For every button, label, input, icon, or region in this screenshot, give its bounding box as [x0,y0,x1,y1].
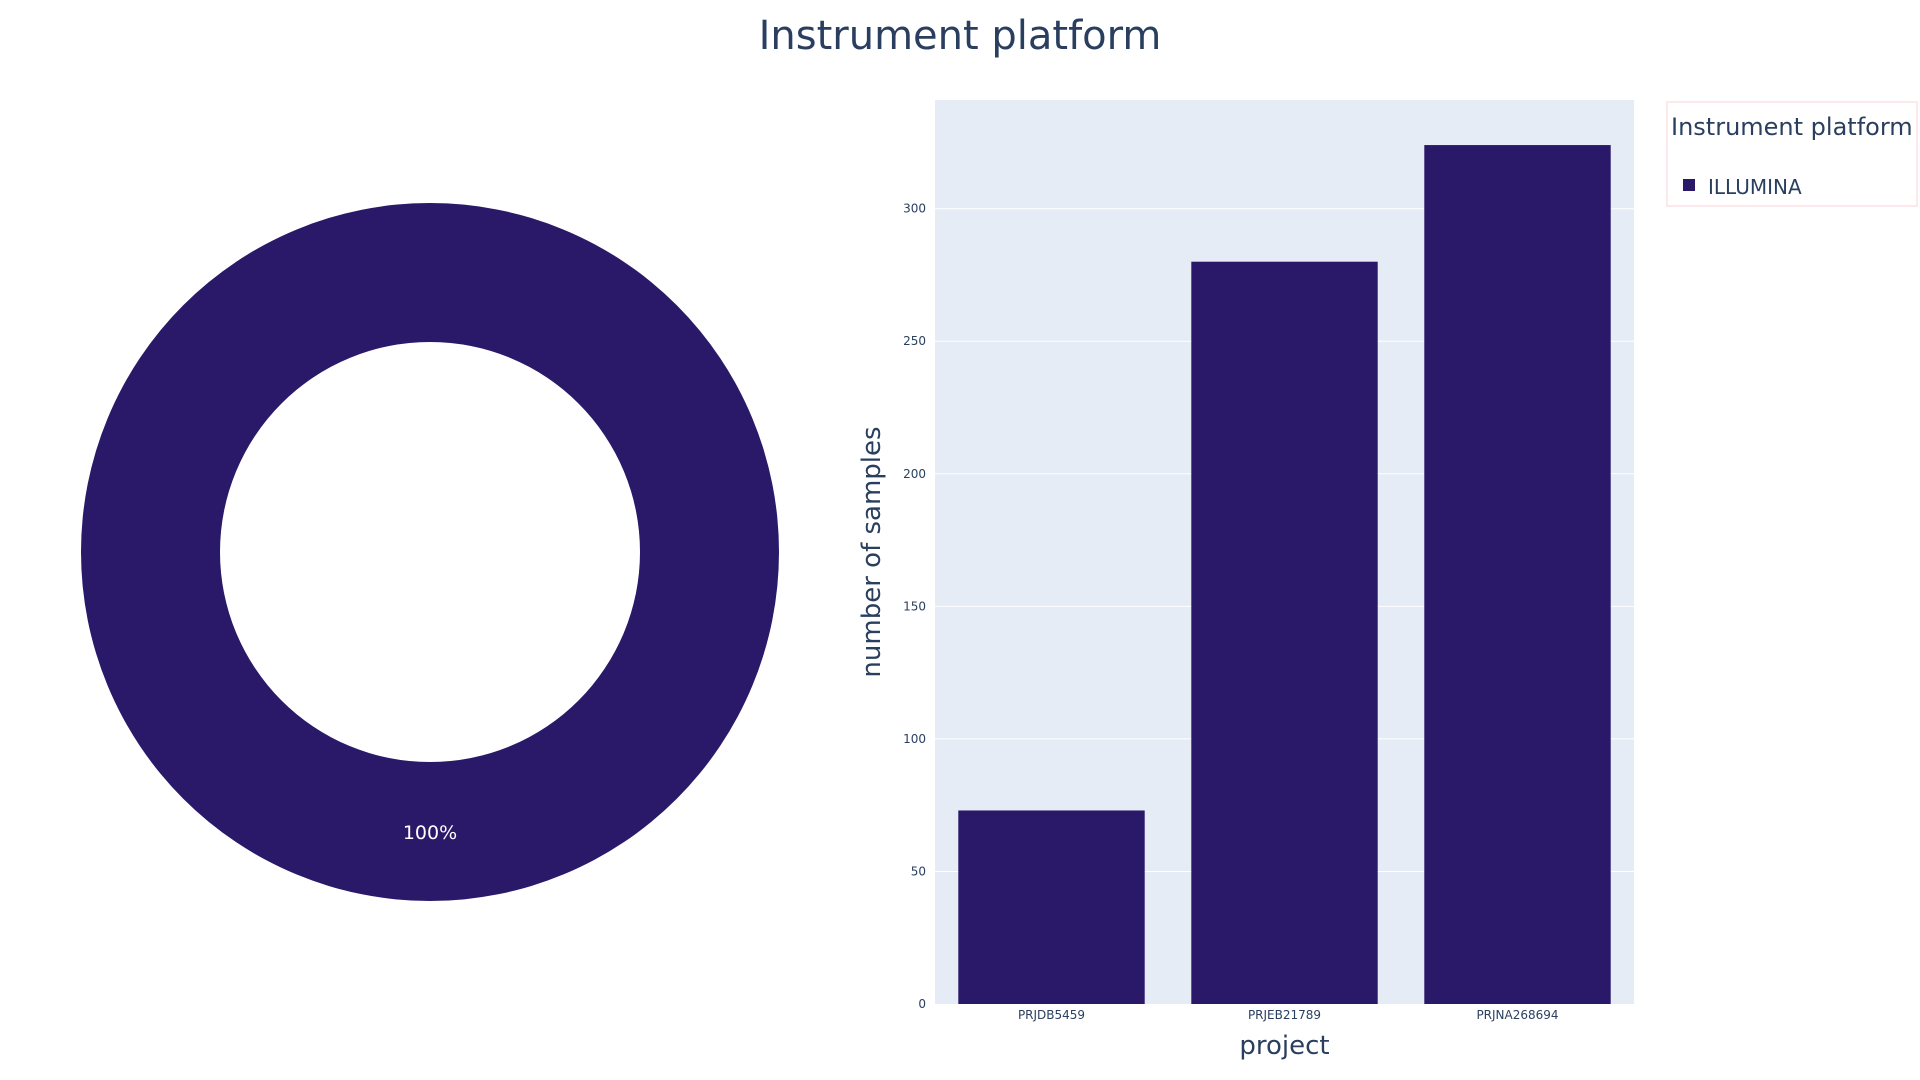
legend-swatch-illumina[interactable] [1683,179,1695,191]
y-tick-label: 50 [911,864,926,878]
y-tick-label: 300 [903,202,926,216]
bar-prjna268694[interactable] [1424,145,1611,1004]
x-axis-title: project [1239,1031,1329,1061]
bar-prjeb21789[interactable] [1191,261,1378,1004]
donut-chart: 100% [81,203,779,901]
bar-prjdb5459[interactable] [958,810,1145,1004]
x-tick-labels: PRJDB5459 PRJEB21789 PRJNA268694 [1018,1008,1559,1022]
y-tick-label: 200 [903,467,926,481]
y-tick-labels: 0 50 100 150 200 250 300 [903,202,926,1011]
y-tick-label: 100 [903,732,926,746]
legend-title: Instrument platform [1671,113,1913,141]
y-tick-label: 150 [903,599,926,613]
x-tick-label: PRJDB5459 [1018,1008,1085,1022]
bars [958,145,1611,1004]
legend: Instrument platform ILLUMINA [1666,101,1918,207]
pie-slice-label: 100% [403,822,457,844]
legend-label-illumina[interactable]: ILLUMINA [1708,175,1802,199]
x-tick-label: PRJNA268694 [1476,1008,1558,1022]
y-tick-label: 0 [918,997,926,1011]
y-tick-label: 250 [903,334,926,348]
pie-slice-illumina[interactable] [81,203,779,901]
chart-title: Instrument platform [759,13,1162,59]
x-tick-label: PRJEB21789 [1248,1008,1321,1022]
legend-box [1666,101,1918,207]
y-axis-title: number of samples [857,426,887,677]
